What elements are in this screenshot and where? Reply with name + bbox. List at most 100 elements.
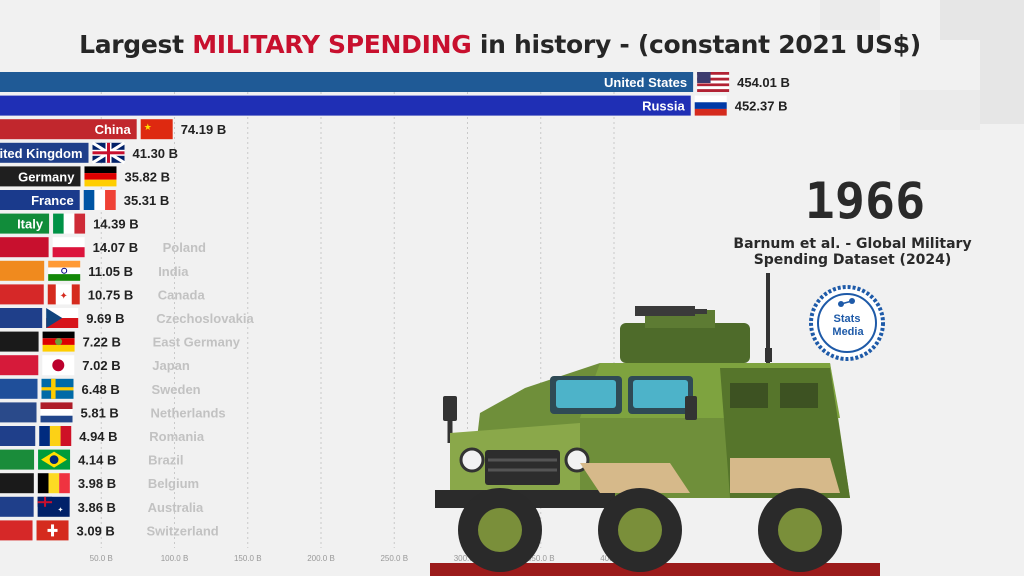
x-tick-label: 300.0 B (454, 554, 482, 563)
x-tick-label: 200.0 B (307, 554, 335, 563)
value-label: 3.86 B (78, 500, 116, 515)
flag-icon (37, 473, 70, 494)
bar (0, 426, 36, 446)
value-label: 9.69 B (86, 311, 124, 326)
bar-row: United Kingdom 41.30 B (0, 141, 179, 165)
flag-icon (41, 378, 74, 399)
category-label: France (31, 193, 74, 208)
bar-row: Belgium 3.98 B (0, 473, 199, 494)
bars-layer: United States 454.01 B Russia 452.37 B ★ Chin… (0, 72, 790, 541)
category-label: China (95, 122, 132, 137)
bar (0, 331, 39, 352)
bar-row: East Germany 7.22 B (0, 331, 241, 352)
category-label: Netherlands (151, 405, 226, 420)
value-label: 41.30 B (133, 146, 179, 161)
value-label: 7.22 B (83, 335, 121, 350)
flag-icon (46, 308, 79, 328)
bar-row: Czechoslovakia 9.69 B (0, 308, 255, 328)
bar (0, 119, 137, 140)
bar-row: Brazil 4.14 B (0, 449, 183, 470)
value-label: 6.48 B (81, 382, 119, 397)
bar (0, 166, 81, 187)
bar (0, 142, 89, 163)
category-label: Romania (149, 429, 205, 444)
value-label: 7.02 B (82, 358, 120, 373)
x-tick-label: 250.0 B (380, 554, 408, 563)
value-label: 4.14 B (78, 453, 116, 468)
value-label: 3.09 B (77, 523, 115, 538)
bar (0, 496, 34, 517)
stats-media-logo: Stats Media (809, 285, 885, 361)
bar-row: Poland 14.07 B (0, 237, 206, 258)
flag-icon (40, 402, 73, 423)
flag-icon (694, 95, 727, 116)
value-label: 14.07 B (93, 240, 139, 255)
category-label: India (158, 264, 189, 279)
bar-row: ★ China 74.19 B (0, 119, 227, 140)
x-tick-label: 350.0 B (527, 554, 555, 563)
svg-text:★: ★ (144, 122, 152, 132)
flag-icon (697, 72, 730, 92)
source-label: Barnum et al. - Global Military Spending… (733, 236, 972, 268)
value-label: 35.31 B (124, 193, 170, 208)
bar (0, 260, 45, 281)
value-label: 74.19 B (181, 122, 227, 137)
category-label: Canada (158, 287, 206, 302)
category-label: Czechoslovakia (156, 311, 254, 326)
bar-row: Switzerland 3.09 B (0, 520, 219, 541)
flag-icon: ✦ (37, 496, 70, 517)
value-label: 3.98 B (78, 476, 116, 491)
bar-row: Germany 35.82 B (0, 166, 170, 187)
category-label: Brazil (148, 453, 183, 468)
category-label: Italy (17, 217, 44, 232)
value-label: 452.37 B (735, 99, 788, 114)
bar (0, 190, 80, 210)
bar (0, 520, 33, 541)
flag-icon (36, 520, 69, 541)
bar-row: India 11.05 B (0, 260, 189, 281)
flag-icon: ✦ (47, 284, 80, 305)
value-label: 454.01 B (737, 75, 790, 90)
bar (0, 308, 43, 328)
value-label: 35.82 B (124, 169, 170, 184)
category-label: Poland (163, 240, 206, 255)
bar-row: ✦ Australia 3.86 B (0, 496, 204, 517)
flag-icon (91, 141, 126, 165)
bar (0, 95, 691, 116)
title-part2: in history - (constant 2021 US$) (471, 30, 921, 59)
x-tick-label: 50.0 B (90, 554, 113, 563)
title-highlight: MILITARY SPENDING (192, 30, 472, 59)
title-part1: Largest (79, 30, 193, 59)
year-label: 1966 (804, 172, 926, 230)
chart-title: Largest MILITARY SPENDING in history - (… (0, 30, 1000, 59)
bar-row: France 35.31 B (0, 190, 169, 210)
bar-row: Romania 4.94 B (0, 426, 205, 446)
bar (0, 473, 34, 494)
x-tick-label: 100.0 B (161, 554, 189, 563)
category-label: Belgium (148, 476, 199, 491)
category-label: Japan (152, 358, 190, 373)
bar-row: United States 454.01 B (0, 72, 790, 92)
bar (0, 213, 50, 234)
flag-icon (38, 449, 71, 470)
svg-text:✦: ✦ (60, 291, 68, 302)
bar-row: Italy 14.39 B (0, 213, 139, 234)
flag-icon (84, 166, 117, 187)
svg-text:Media: Media (832, 326, 864, 338)
svg-text:Stats: Stats (834, 313, 861, 325)
value-label: 4.94 B (79, 429, 117, 444)
bar-row: ✦ Canada 10.75 B (0, 284, 206, 305)
military-vehicle-illustration (430, 273, 880, 576)
flag-icon (48, 260, 81, 281)
bar (0, 449, 35, 470)
flag-icon (53, 213, 86, 234)
category-label: Switzerland (147, 523, 219, 538)
flag-icon (42, 355, 75, 376)
bar (0, 237, 49, 258)
category-label: Australia (148, 500, 204, 515)
category-label: United Kingdom (0, 146, 83, 161)
x-tick-label: 150.0 B (234, 554, 262, 563)
flag-icon (39, 426, 72, 446)
flag-icon (42, 331, 75, 352)
category-label: Russia (642, 99, 685, 114)
